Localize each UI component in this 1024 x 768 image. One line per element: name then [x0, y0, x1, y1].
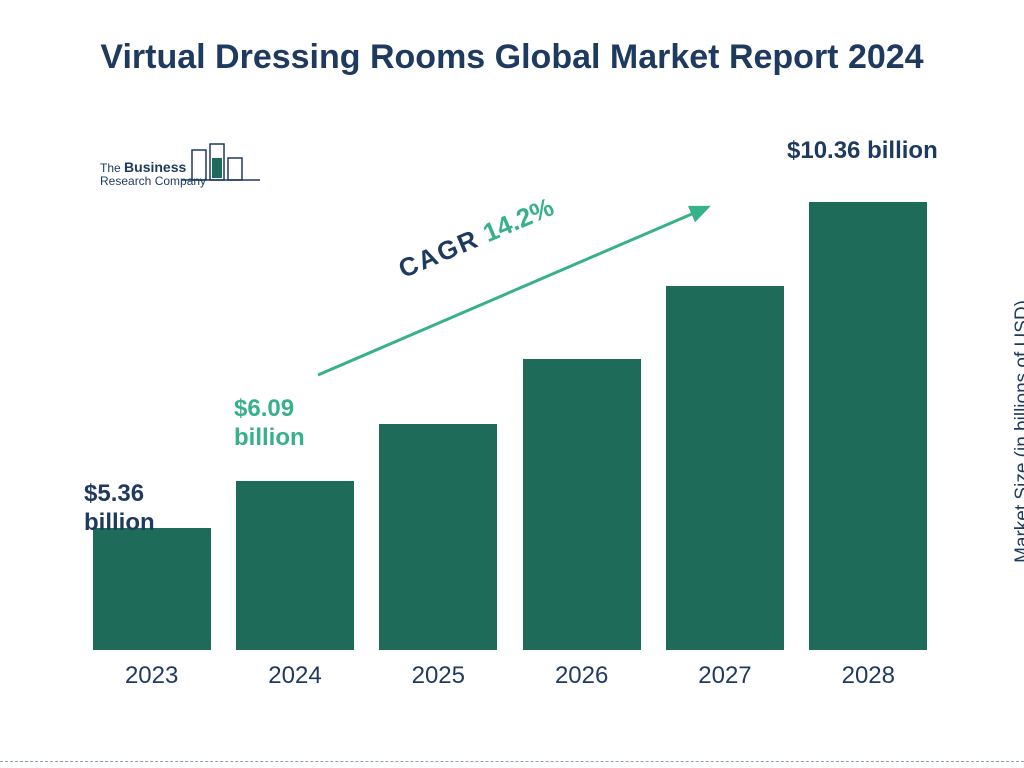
- bar-wrap: [665, 286, 785, 650]
- x-axis-label: 2026: [522, 662, 642, 690]
- value-label: $10.36 billion: [787, 137, 938, 166]
- bar: [809, 202, 927, 650]
- value-label: $6.09billion: [234, 395, 305, 453]
- x-axis-label: 2024: [235, 662, 355, 690]
- bar-wrap: [378, 424, 498, 650]
- bar: [93, 528, 211, 650]
- y-axis-label: Market Size (in billions of USD): [1012, 300, 1024, 563]
- x-axis-label: 2025: [378, 662, 498, 690]
- chart-title: Virtual Dressing Rooms Global Market Rep…: [0, 35, 1024, 79]
- value-label: $5.36billion: [84, 480, 155, 538]
- x-axis-label: 2028: [808, 662, 928, 690]
- bar-wrap: [235, 481, 355, 650]
- xlabels-container: 2023 2024 2025 2026 2027 2028: [80, 662, 940, 690]
- bar: [379, 424, 497, 650]
- bar: [236, 481, 354, 650]
- bar: [666, 286, 784, 650]
- bottom-dashed-line: [0, 761, 1024, 762]
- bar: [523, 359, 641, 650]
- bar-wrap: [522, 359, 642, 650]
- bar-wrap: [808, 202, 928, 650]
- x-axis-label: 2027: [665, 662, 785, 690]
- bar-wrap: [92, 528, 212, 650]
- x-axis-label: 2023: [92, 662, 212, 690]
